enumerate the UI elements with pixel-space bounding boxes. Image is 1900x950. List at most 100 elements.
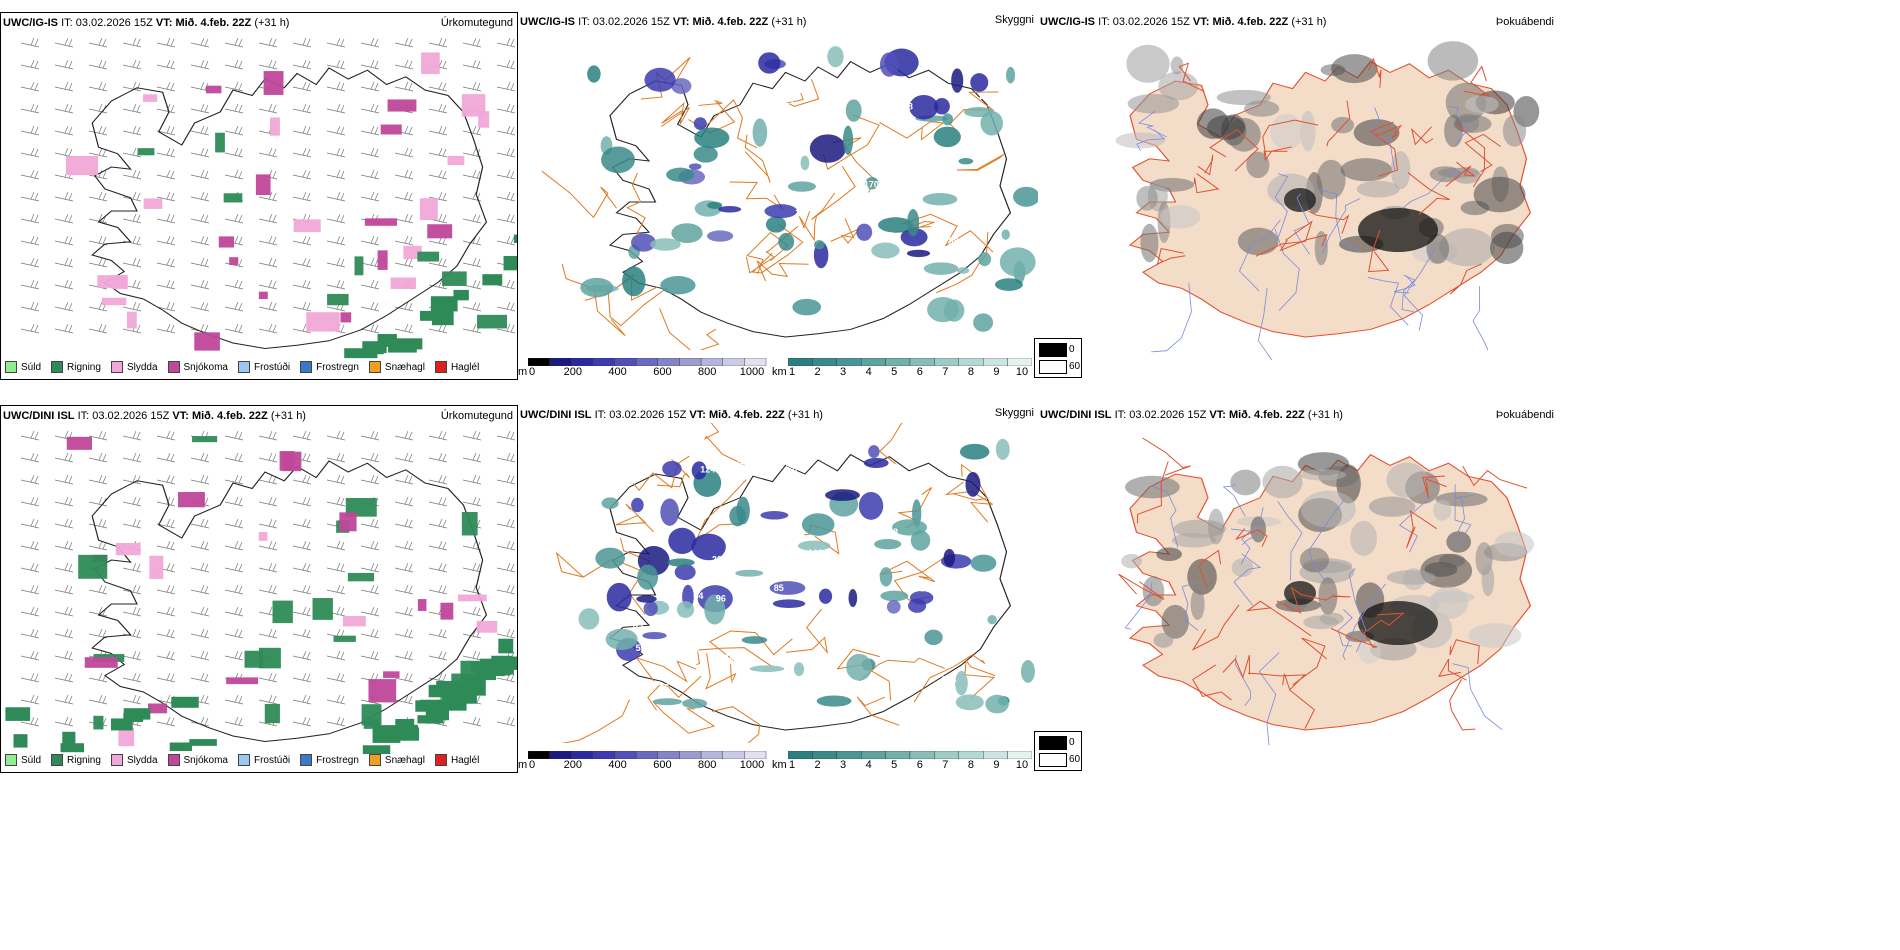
river: [1452, 494, 1474, 542]
precip-patch: [258, 291, 268, 300]
visibility-value-label: 86: [794, 114, 804, 124]
road: [1462, 465, 1528, 489]
road: [1369, 121, 1399, 177]
visibility-cell: [704, 594, 726, 625]
visibility-cell: [846, 653, 873, 681]
colorbar-segment: [592, 751, 615, 759]
visibility-cell: [880, 590, 909, 602]
wind-barb: [88, 81, 108, 92]
wind-barb: [496, 59, 516, 70]
wind-barb: [462, 147, 482, 158]
wind-barb: [224, 518, 244, 529]
precip-patch: [419, 198, 438, 220]
wind-barb: [326, 103, 346, 114]
precip-map: [20, 37, 517, 359]
wind-barb: [428, 191, 448, 202]
precip-patch: [417, 599, 427, 611]
wind-barb: [326, 584, 346, 595]
visibility-value-label: 107: [661, 221, 676, 231]
fog-cell: [1502, 114, 1527, 147]
colorbar-tick-label: 0: [528, 759, 536, 771]
road: [1222, 655, 1250, 679]
precip-patch: [345, 497, 377, 517]
colorbar-segment: [909, 751, 935, 759]
colorbar-tick-label: 2: [814, 759, 821, 771]
road: [652, 701, 716, 734]
wind-barb: [428, 430, 448, 441]
precip-patch: [354, 256, 364, 276]
precip-patch: [403, 245, 422, 260]
visibility-value-label: 124: [700, 464, 715, 474]
visibility-cell: [995, 438, 1010, 460]
road: [626, 172, 646, 235]
wind-barb: [88, 169, 108, 180]
panel-header: UWC/IG-IS IT: 03.02.2026 15Z VT: Mið. 4.…: [520, 16, 807, 28]
colorbar-segment: [571, 751, 594, 759]
wind-barb: [54, 235, 74, 246]
fog-cell: [1206, 115, 1245, 140]
visibility-value-label: 131: [644, 487, 659, 497]
fog-map: [1118, 437, 1534, 746]
visibility-cell: [959, 443, 990, 460]
visibility-value-label: 205: [712, 555, 727, 565]
wind-barb: [258, 584, 278, 595]
roads: [1156, 57, 1501, 295]
wind-barb: [20, 540, 40, 551]
colorbar-tick-label: 3: [840, 759, 847, 771]
wind-barb: [190, 169, 210, 180]
visibility-cell: [652, 698, 683, 706]
river: [1369, 107, 1395, 170]
river: [1322, 198, 1361, 254]
wind-barb: [122, 213, 142, 224]
wind-barb: [360, 279, 380, 290]
wind-barb: [54, 279, 74, 290]
colorbar-segment: [722, 358, 745, 366]
wind-barb: [20, 37, 40, 48]
precip-patch: [205, 85, 222, 94]
wind-barb: [258, 191, 278, 202]
precip-patch: [258, 532, 268, 541]
colorbar-segment: [812, 751, 837, 759]
wind-barb: [20, 430, 40, 441]
visibility-cell: [818, 588, 833, 604]
visibility-value-label: 60: [787, 464, 797, 474]
visibility-cell: [942, 113, 954, 126]
river: [1152, 485, 1179, 548]
colorbar-unit: km: [772, 366, 787, 378]
wind-barb: [428, 474, 448, 485]
precip-patch: [478, 111, 490, 128]
panel-title: Úrkomutegund: [440, 410, 513, 422]
road-network: [541, 56, 1005, 350]
wind-barb: [156, 650, 176, 661]
legend-item: Frostregn: [300, 361, 359, 373]
road: [1248, 672, 1306, 691]
wind-barb: [258, 452, 278, 463]
wind-barb: [224, 147, 244, 158]
colorbar-segment: [788, 358, 813, 366]
wind-barb: [292, 235, 312, 246]
colorbar-segment: [836, 751, 862, 759]
road: [1178, 62, 1205, 92]
wind-barb: [54, 650, 74, 661]
visibility-cell: [601, 146, 635, 174]
wind-barb: [360, 103, 380, 114]
wind-barb: [20, 257, 40, 268]
river: [1448, 106, 1469, 145]
fog-low-label: 60: [1069, 361, 1081, 372]
wind-barb: [496, 496, 516, 507]
wind-barb: [428, 169, 448, 180]
road: [823, 114, 880, 171]
precip-patch: [293, 219, 321, 233]
road: [1407, 172, 1450, 215]
wind-barb: [122, 169, 142, 180]
wind-barb: [88, 694, 108, 705]
visibility-cell: [741, 636, 768, 644]
wind-barb: [156, 257, 176, 268]
wind-barb: [496, 518, 516, 529]
wind-barb: [258, 279, 278, 290]
fog-cell: [1216, 89, 1271, 106]
wind-barb: [156, 37, 176, 48]
road: [1193, 173, 1220, 194]
wind-barb: [394, 496, 414, 507]
rain-patch: [513, 234, 517, 244]
